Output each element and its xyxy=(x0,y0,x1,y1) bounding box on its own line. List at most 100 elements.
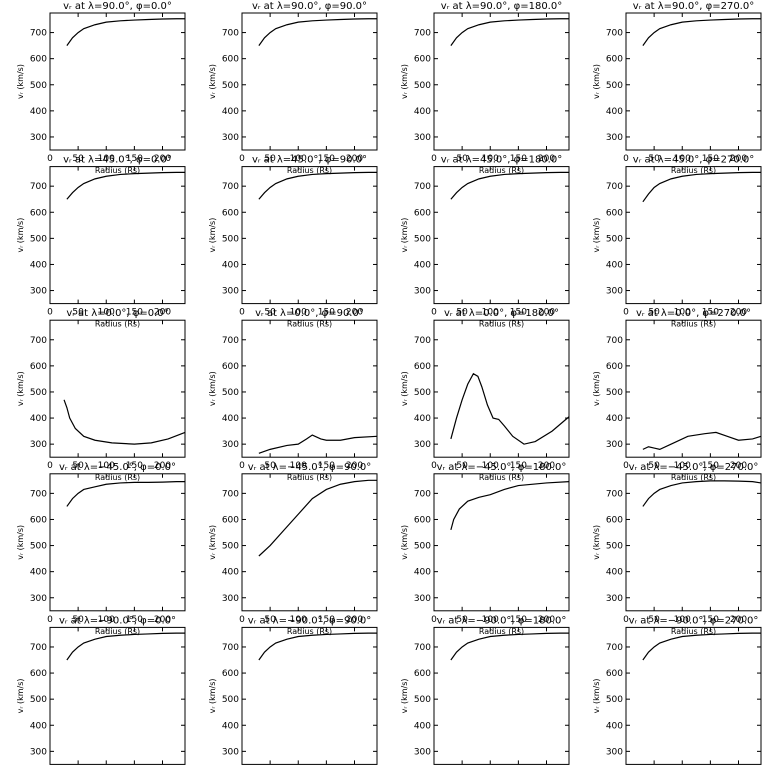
y-tick-label: 400 xyxy=(222,107,239,117)
y-tick-label: 600 xyxy=(414,669,431,679)
y-tick-label: 500 xyxy=(222,542,239,552)
x-axis-label: Radius (Rs) xyxy=(671,473,716,482)
x-tick-label: 150 xyxy=(318,461,335,471)
y-tick-label: 700 xyxy=(606,489,623,499)
y-tick-label: 600 xyxy=(222,55,239,65)
y-tick-label: 700 xyxy=(414,489,431,499)
plot-frame xyxy=(625,166,762,305)
x-tick-label: 50 xyxy=(456,308,468,318)
x-tick-label: 100 xyxy=(674,615,691,625)
x-tick-label: 0 xyxy=(431,154,437,164)
y-tick-label: 700 xyxy=(414,643,431,653)
y-tick-label: 700 xyxy=(414,182,431,192)
chart-title: vᵣ at λ=0.0°, φ=180.0° xyxy=(444,308,559,319)
y-tick-label: 500 xyxy=(30,388,47,398)
plot-frame xyxy=(49,626,186,765)
y-tick-label: 400 xyxy=(606,414,623,424)
plot-frame xyxy=(433,626,570,765)
data-line xyxy=(66,481,185,507)
y-tick-label: 700 xyxy=(222,643,239,653)
y-tick-label: 600 xyxy=(414,515,431,525)
data-line xyxy=(258,171,377,200)
chart-title: vᵣ at λ=−90.0°, φ=180.0° xyxy=(437,615,567,626)
y-tick-label: 700 xyxy=(606,336,623,346)
y-tick-label: 300 xyxy=(222,747,239,757)
chart-title: vᵣ at λ=90.0°, φ=0.0° xyxy=(63,1,172,12)
y-tick-label: 600 xyxy=(606,669,623,679)
x-tick-label: 100 xyxy=(290,308,307,318)
y-tick-label: 700 xyxy=(222,336,239,346)
y-axis-label: vᵣ (km/s) xyxy=(592,525,601,560)
data-line xyxy=(450,171,569,200)
x-tick-label: 50 xyxy=(648,308,660,318)
chart-title: vᵣ at λ=45.0°, φ=0.0° xyxy=(63,155,172,166)
x-tick-label: 150 xyxy=(126,308,143,318)
y-tick-label: 300 xyxy=(222,440,239,450)
y-tick-label: 500 xyxy=(414,234,431,244)
y-tick-label: 600 xyxy=(414,208,431,218)
y-tick-label: 600 xyxy=(30,669,47,679)
data-line xyxy=(642,18,761,46)
x-axis-label: Radius (Rs) xyxy=(479,627,524,636)
y-tick-label: 400 xyxy=(30,568,47,578)
x-tick-label: 50 xyxy=(264,615,276,625)
x-tick-label: 200 xyxy=(346,615,363,625)
y-axis-label: vᵣ (km/s) xyxy=(592,371,601,406)
y-tick-label: 500 xyxy=(30,695,47,705)
x-axis-label: Radius (Rs) xyxy=(671,627,716,636)
y-tick-label: 500 xyxy=(222,234,239,244)
y-tick-label: 300 xyxy=(606,594,623,604)
x-tick-label: 0 xyxy=(47,461,53,471)
x-tick-label: 100 xyxy=(98,461,115,471)
y-tick-label: 300 xyxy=(414,133,431,143)
y-tick-label: 700 xyxy=(414,336,431,346)
x-axis-label: Radius (Rs) xyxy=(287,627,332,636)
y-tick-label: 600 xyxy=(30,362,47,372)
y-tick-label: 500 xyxy=(30,81,47,91)
y-axis-label: vᵣ (km/s) xyxy=(16,525,25,560)
y-tick-label: 500 xyxy=(414,542,431,552)
x-tick-label: 0 xyxy=(47,308,53,318)
x-tick-label: 100 xyxy=(482,308,499,318)
x-tick-label: 0 xyxy=(431,308,437,318)
y-tick-label: 400 xyxy=(606,260,623,270)
y-axis-label: vᵣ (km/s) xyxy=(16,64,25,99)
plot-frame xyxy=(241,166,378,305)
data-line xyxy=(450,481,570,531)
x-tick-label: 0 xyxy=(623,461,629,471)
x-axis-label: Radius (Rs) xyxy=(95,320,140,329)
y-tick-label: 600 xyxy=(222,669,239,679)
y-tick-label: 500 xyxy=(606,81,623,91)
y-tick-label: 500 xyxy=(222,81,239,91)
y-tick-label: 400 xyxy=(30,721,47,731)
chart-title: vᵣ at λ=45.0°, φ=270.0° xyxy=(633,155,754,166)
chart-title: vᵣ at λ=0.0°, φ=90.0° xyxy=(255,308,364,319)
y-tick-label: 600 xyxy=(606,55,623,65)
y-tick-label: 500 xyxy=(606,234,623,244)
y-tick-label: 400 xyxy=(606,568,623,578)
y-axis-label: vᵣ (km/s) xyxy=(16,678,25,713)
y-tick-label: 500 xyxy=(222,695,239,705)
x-axis-label: Radius (Rs) xyxy=(95,473,140,482)
y-tick-label: 500 xyxy=(606,695,623,705)
y-tick-label: 600 xyxy=(606,515,623,525)
chart-title: vᵣ at λ=0.0°, φ=0.0° xyxy=(66,308,168,319)
y-axis-label: vᵣ (km/s) xyxy=(16,218,25,253)
y-axis-label: vᵣ (km/s) xyxy=(592,678,601,713)
y-tick-label: 400 xyxy=(222,414,239,424)
y-tick-label: 700 xyxy=(30,182,47,192)
y-tick-label: 600 xyxy=(606,362,623,372)
y-tick-label: 400 xyxy=(30,107,47,117)
y-tick-label: 300 xyxy=(30,133,47,143)
x-tick-label: 50 xyxy=(264,308,276,318)
x-axis-label: Radius (Rs) xyxy=(95,627,140,636)
y-tick-label: 400 xyxy=(30,414,47,424)
y-tick-label: 400 xyxy=(222,260,239,270)
x-tick-label: 200 xyxy=(154,461,171,471)
y-tick-label: 700 xyxy=(30,336,47,346)
y-tick-label: 500 xyxy=(414,81,431,91)
x-tick-label: 100 xyxy=(482,615,499,625)
plot-frame xyxy=(625,319,762,458)
x-tick-label: 150 xyxy=(702,308,719,318)
x-tick-label: 150 xyxy=(702,154,719,164)
